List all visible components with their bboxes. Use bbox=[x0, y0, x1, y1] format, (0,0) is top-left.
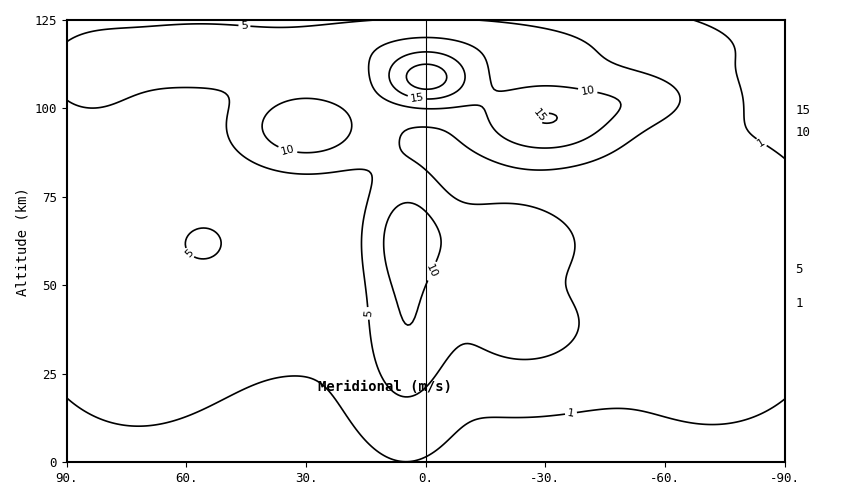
Text: 15: 15 bbox=[410, 92, 425, 104]
Text: 5: 5 bbox=[363, 310, 373, 318]
Text: 5: 5 bbox=[184, 248, 196, 260]
Text: 1: 1 bbox=[756, 136, 768, 148]
Text: 10: 10 bbox=[796, 126, 810, 140]
Text: 10: 10 bbox=[580, 84, 596, 96]
Text: 5: 5 bbox=[241, 20, 248, 31]
Text: 1: 1 bbox=[796, 296, 803, 310]
Text: 10: 10 bbox=[280, 144, 296, 157]
Text: Meridional (m/s): Meridional (m/s) bbox=[318, 380, 452, 394]
Text: 5: 5 bbox=[796, 264, 803, 276]
Text: 10: 10 bbox=[424, 262, 439, 280]
Text: 15: 15 bbox=[531, 107, 547, 124]
Text: 1: 1 bbox=[567, 408, 575, 418]
Y-axis label: Altitude (km): Altitude (km) bbox=[15, 186, 29, 296]
Text: 15: 15 bbox=[796, 104, 810, 117]
